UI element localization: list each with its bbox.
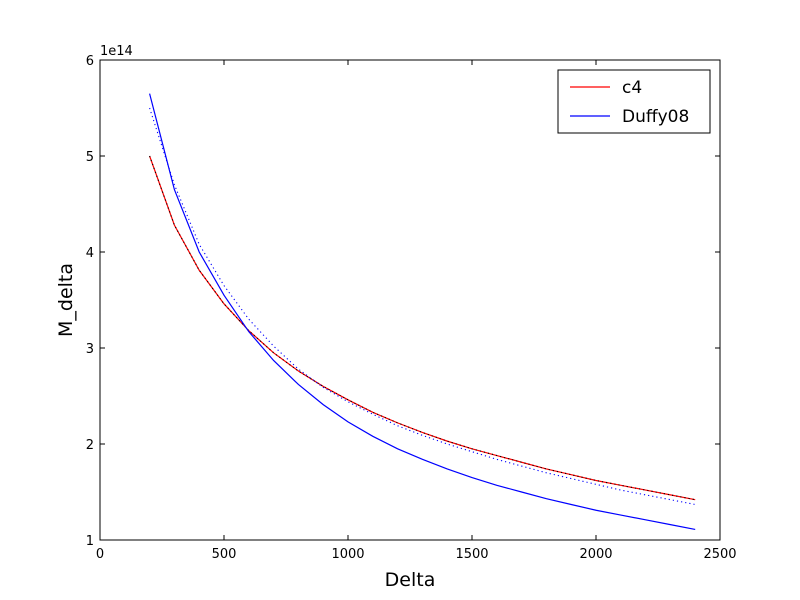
plot-area — [149, 93, 696, 531]
y-tick-label: 4 — [86, 246, 94, 261]
x-tick-label: 2000 — [579, 547, 612, 562]
x-axis-label: Delta — [385, 569, 436, 591]
x-tick-label: 0 — [96, 547, 104, 562]
y-tick-label: 3 — [86, 342, 94, 357]
y-tick-label: 1 — [86, 534, 94, 549]
y-tick-label: 2 — [86, 438, 94, 453]
y-tick-label: 5 — [86, 150, 94, 165]
y-axis-offset-label: 1e14 — [100, 44, 133, 59]
x-tick-label: 1500 — [455, 547, 488, 562]
y-tick-label: 6 — [86, 54, 94, 69]
x-tick-label: 2500 — [703, 547, 736, 562]
c4-line — [149, 155, 696, 501]
legend: c4 Duffy08 — [557, 69, 711, 134]
legend-label-duffy08: Duffy08 — [622, 107, 689, 127]
axis-ticks: 0 500 1000 1500 2000 2500 1 2 3 4 5 6 — [86, 54, 737, 562]
x-tick-label: 1000 — [331, 547, 364, 562]
legend-label-c4: c4 — [622, 78, 642, 98]
axes-frame — [99, 59, 721, 541]
duffy08-line — [149, 93, 696, 531]
y-axis-label: M_delta — [55, 263, 77, 337]
x-tick-label: 500 — [212, 547, 237, 562]
legend-box — [557, 69, 711, 134]
